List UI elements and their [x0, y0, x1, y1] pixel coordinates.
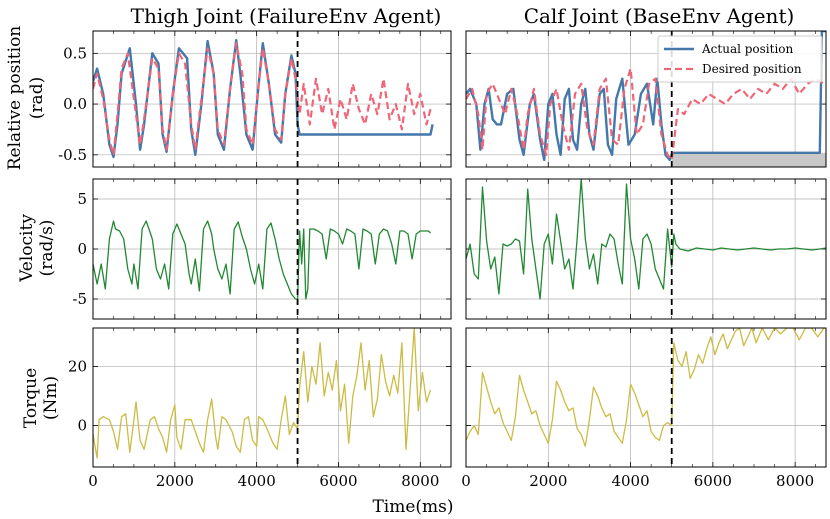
panel-r0-c0: 0.5 0.0 -0.5	[58, 30, 452, 168]
panel-r1-c1	[465, 178, 827, 320]
xtick-label: 4000	[238, 472, 276, 490]
panel-r1-c0: 5 0 -5	[72, 178, 452, 320]
series-torque	[466, 328, 826, 447]
plot-area	[93, 328, 432, 459]
legend-actual-label: Actual position	[701, 42, 794, 56]
axes-frame	[92, 30, 452, 168]
plot-area	[466, 31, 826, 167]
xtick-label: 8000	[776, 472, 814, 490]
panel-r2-c0: 0 2000 4000 6000 8000 20 0	[68, 327, 452, 490]
axes-frame	[92, 327, 452, 468]
ylabel-velocity: Velocity (rad/s)	[17, 214, 57, 283]
ylabel-velocity-line2: (rad/s)	[37, 220, 57, 277]
legend-box	[657, 35, 823, 83]
ylabel-position-line1: Relative position	[5, 26, 25, 171]
ytick-label: 5	[77, 190, 87, 208]
xtick-label: 2000	[156, 472, 194, 490]
series-velocity	[466, 179, 826, 300]
xtick-label: 2000	[529, 472, 567, 490]
axes-frame	[465, 178, 827, 320]
ytick-label: 20	[68, 357, 87, 375]
failure-shaded-region	[671, 152, 826, 167]
xtick-label: 6000	[319, 472, 357, 490]
title-thigh-joint: Thigh Joint (FailureEnv Agent)	[131, 4, 442, 28]
ytick-label: -5	[72, 290, 87, 308]
axes-frame	[465, 327, 827, 468]
legend-desired-label: Desired position	[702, 62, 802, 76]
title-calf-joint: Calf Joint (BaseEnv Agent)	[524, 4, 795, 28]
plot-area	[466, 179, 826, 300]
series-velocity	[93, 220, 431, 300]
axes-frame	[465, 30, 827, 168]
xlabel-time: Time(ms)	[372, 497, 453, 517]
panel-r0-c1: Actual position Desired position	[465, 30, 827, 168]
series-desired-position	[93, 42, 432, 156]
series-torque	[93, 328, 432, 459]
series-desired-position	[466, 67, 825, 161]
ylabel-velocity-line1: Velocity	[17, 214, 37, 283]
xtick-label: 0	[88, 472, 98, 490]
axes-frame	[92, 178, 452, 320]
plot-area	[466, 328, 826, 447]
ylabel-torque: Torque (Nm)	[21, 368, 61, 428]
ylabel-torque-line2: (Nm)	[41, 376, 61, 420]
xtick-label: 8000	[401, 472, 439, 490]
ylabel-position: Relative position (rad)	[5, 26, 47, 171]
xtick-label: 6000	[694, 472, 732, 490]
ytick-label: 0	[77, 240, 87, 258]
ytick-label: -0.5	[58, 146, 87, 164]
panel-r2-c1: 0 2000 4000 6000 8000	[461, 327, 827, 490]
plot-area	[93, 38, 434, 159]
plot-area	[93, 220, 431, 300]
ytick-label: 0.0	[63, 95, 87, 113]
ytick-label: 0.5	[63, 44, 87, 62]
series-actual-position	[466, 31, 826, 162]
xtick-label: 0	[461, 472, 471, 490]
ytick-label: 0	[77, 417, 87, 435]
ylabel-torque-line1: Torque	[21, 368, 41, 428]
series-actual-position	[93, 38, 434, 159]
xtick-label: 4000	[611, 472, 649, 490]
legend: Actual position Desired position	[657, 35, 823, 83]
ylabel-position-line2: (rad)	[27, 77, 47, 119]
